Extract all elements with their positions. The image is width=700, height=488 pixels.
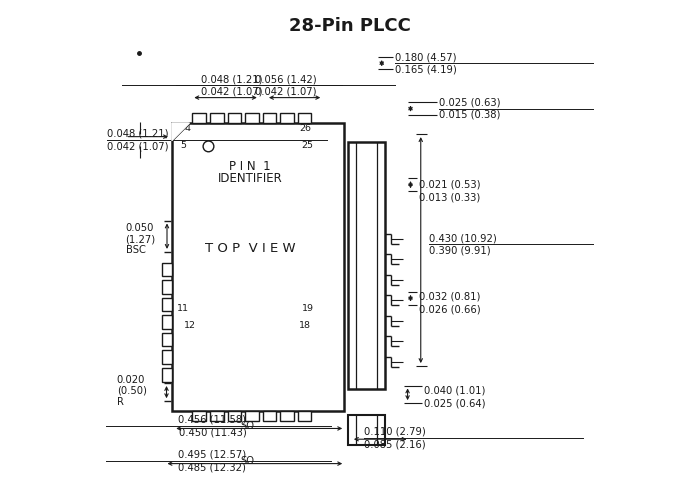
Bar [348,142,384,389]
Bar [348,415,384,445]
Text: (0.50): (0.50) [117,386,146,395]
Text: 0.048 (1.21): 0.048 (1.21) [108,129,169,139]
Text: BSC: BSC [125,245,146,255]
Text: 5: 5 [180,141,186,150]
Bar [162,280,172,294]
Text: 0.042 (1.07): 0.042 (1.07) [108,142,169,151]
Text: 25: 25 [302,141,314,150]
Text: 28-Pin PLCC: 28-Pin PLCC [289,17,411,35]
Polygon shape [172,123,190,141]
Text: 0.085 (2.16): 0.085 (2.16) [364,440,426,449]
Text: SO: SO [241,456,255,466]
Text: 0.013 (0.33): 0.013 (0.33) [419,192,480,202]
Bar [210,411,223,421]
Bar [280,113,294,123]
Bar [193,113,206,123]
Text: 0.390 (9.91): 0.390 (9.91) [429,246,491,256]
Bar [162,350,172,364]
Text: 0.040 (1.01): 0.040 (1.01) [424,386,486,395]
Bar [162,333,172,346]
Bar [162,368,172,382]
Text: 0.180 (4.57): 0.180 (4.57) [395,52,456,62]
Bar [172,123,344,411]
Text: SO: SO [241,421,255,431]
Text: R: R [117,397,124,407]
Text: IDENTIFIER: IDENTIFIER [218,172,282,185]
Text: 19: 19 [302,304,314,313]
Text: 0.025 (0.63): 0.025 (0.63) [439,98,500,107]
Text: 0.020: 0.020 [117,375,145,385]
Bar [280,411,294,421]
Text: (1.27): (1.27) [125,234,155,244]
Bar [162,263,172,276]
Text: 12: 12 [184,321,196,330]
Text: 0.032 (0.81): 0.032 (0.81) [419,292,481,302]
Bar [298,411,312,421]
Bar [162,298,172,311]
Text: 0.025 (0.64): 0.025 (0.64) [424,398,486,408]
Bar [162,315,172,329]
Bar [228,411,241,421]
Text: 0.495 (12.57): 0.495 (12.57) [178,450,246,460]
Text: 0.450 (11.43): 0.450 (11.43) [178,427,246,437]
Text: 0.430 (10.92): 0.430 (10.92) [429,233,497,243]
Text: 0.042 (1.07): 0.042 (1.07) [255,87,316,97]
Text: 0.015 (0.38): 0.015 (0.38) [439,110,500,120]
Text: 0.110 (2.79): 0.110 (2.79) [364,427,426,437]
Bar [245,113,259,123]
Text: 0.021 (0.53): 0.021 (0.53) [419,180,481,189]
Bar [262,113,276,123]
Text: 4: 4 [185,124,191,133]
Text: P I N  1: P I N 1 [229,161,271,173]
Text: 0.165 (4.19): 0.165 (4.19) [395,64,456,74]
Bar [210,113,223,123]
Text: 0.026 (0.66): 0.026 (0.66) [419,305,481,314]
Text: 0.456 (11.58): 0.456 (11.58) [178,415,246,425]
Text: 0.042 (1.07): 0.042 (1.07) [201,87,262,97]
Text: 0.056 (1.42): 0.056 (1.42) [255,74,316,84]
Text: 26: 26 [299,124,311,133]
Text: T O P  V I E W: T O P V I E W [204,243,295,255]
Bar [298,113,312,123]
Bar [193,411,206,421]
Text: 0.048 (1.21): 0.048 (1.21) [201,74,262,84]
Bar [228,113,241,123]
Bar [245,411,259,421]
Text: 0.050: 0.050 [125,224,154,233]
Text: 11: 11 [177,304,189,313]
Text: 18: 18 [299,321,311,330]
Text: 0.485 (12.32): 0.485 (12.32) [178,463,246,472]
Bar [262,411,276,421]
